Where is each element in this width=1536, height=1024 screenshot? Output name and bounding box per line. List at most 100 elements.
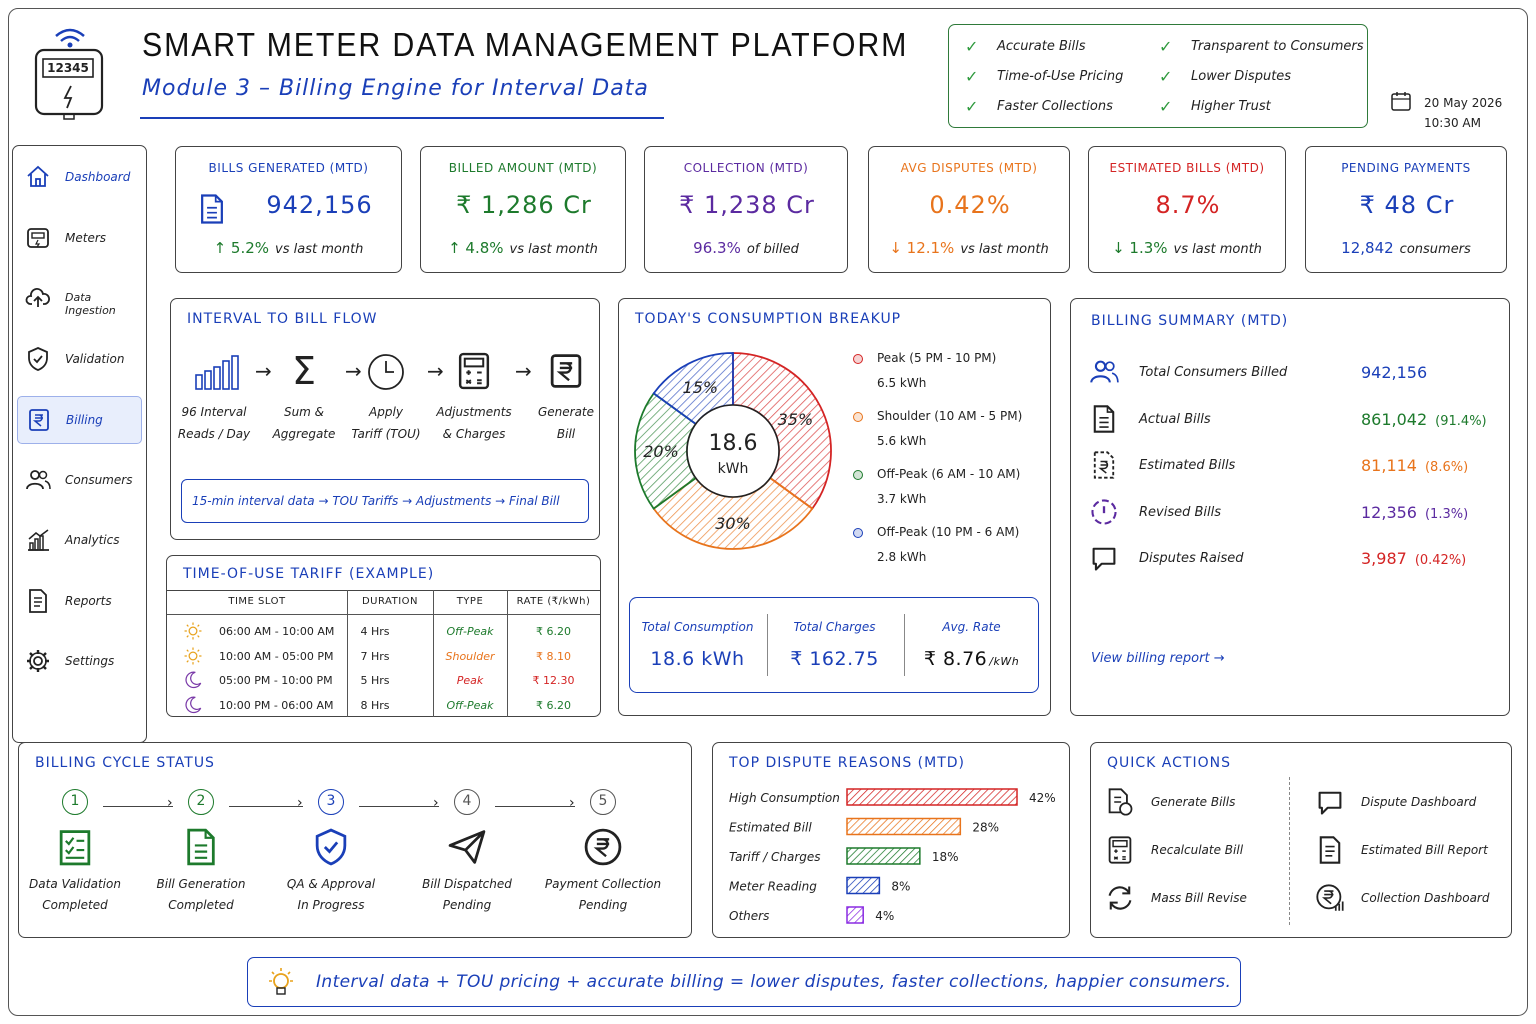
disputes-title: TOP DISPUTE REASONS (MTD) — [729, 755, 965, 771]
sidebar-item-settings[interactable]: Settings — [17, 638, 142, 686]
doc-icon — [181, 827, 221, 867]
flow-step-label: Reads / Day — [177, 427, 251, 441]
rupee-circle-icon — [583, 827, 623, 867]
summary-pct: (91.4%) — [1435, 413, 1487, 429]
quick-actions-title: QUICK ACTIONS — [1107, 755, 1231, 771]
legend-item: Off-Peak (6 AM - 10 AM) 3.7 kWh — [853, 467, 1043, 519]
sidebar-item-analytics[interactable]: Analytics — [17, 517, 142, 565]
legend-dot-icon — [853, 354, 863, 364]
kpi-card-4[interactable]: AVG DISPUTES (MTD) 0.42% ↓ 12.1% vs last mo… — [868, 146, 1070, 273]
kpi-card-5[interactable]: ESTIMATED BILLS (MTD) 8.7% ↓ 1.3% vs last m… — [1088, 146, 1286, 273]
sidebar-item-validation[interactable]: Validation — [17, 336, 142, 384]
benefits-box: ✓ Accurate Bills ✓ Transparent to Consumers… — [948, 24, 1368, 128]
chat-icon — [1089, 543, 1119, 573]
dispute-reasons-panel: TOP DISPUTE REASONS (MTD) High Consumpti… — [712, 742, 1070, 938]
doc-icon — [196, 193, 228, 225]
benefit-check-icon: ✓ — [965, 97, 979, 116]
cycle-step-label: QA & Approval — [286, 877, 376, 891]
generate-icon — [1105, 787, 1135, 817]
cycle-step-label: Bill Dispatched — [422, 877, 512, 891]
kpi-card-2[interactable]: BILLED AMOUNT (MTD) ₹ 1,286 Cr ↑ 4.8% vs la… — [420, 146, 626, 273]
generate-bills-button[interactable]: Generate Bills — [1105, 785, 1295, 823]
calculator-icon — [454, 351, 494, 393]
kpi-change: ↑ 5.2% — [213, 239, 270, 257]
flow-arrow-icon: → — [427, 359, 444, 383]
tou-slot: 05:00 PM - 10:00 PM — [219, 674, 333, 687]
users-icon — [25, 467, 51, 493]
kpi-note: 12,842 consumers — [1306, 239, 1506, 257]
flow-arrow-icon: → — [255, 359, 272, 383]
dispute-bar — [846, 906, 864, 924]
report-icon — [1315, 835, 1345, 865]
dispute-category-label: High Consumption — [729, 791, 840, 805]
tou-type: Peak — [456, 674, 484, 687]
flow-step-label: Tariff (TOU) — [351, 427, 421, 441]
tou-col-divider — [507, 590, 508, 717]
cycle-step-number: 5 — [590, 789, 616, 815]
flow-step-label: & Charges — [442, 427, 506, 441]
benefit-item: Faster Collections — [997, 99, 1113, 114]
summary-count: 3,987 — [1361, 549, 1407, 568]
cycle-step-label: Data Validation — [29, 877, 121, 891]
cycle-step-num-text: 5 — [598, 793, 608, 809]
kpi-note-text: vs last month — [275, 242, 364, 257]
donut-slice-label: 20% — [643, 442, 679, 461]
tou-slot: 06:00 AM - 10:00 AM — [219, 625, 335, 638]
total-label: Total Charges — [793, 620, 876, 634]
sidebar-item-consumers[interactable]: Consumers — [17, 457, 142, 505]
cycle-step-status: Pending — [578, 898, 628, 912]
flow-step-label: Sum & — [283, 405, 325, 419]
sidebar-item-meters[interactable]: Meters — [17, 215, 142, 263]
dispute-dashboard-button[interactable]: Dispute Dashboard — [1315, 785, 1505, 823]
donut-center-value: 18.6 — [708, 431, 758, 456]
dispute-bar — [846, 847, 921, 865]
kpi-card-3[interactable]: COLLECTION (MTD) ₹ 1,238 Cr 96.3% of billed — [644, 146, 848, 273]
kpi-value: 942,156 — [266, 191, 373, 219]
benefit-check-icon: ✓ — [1159, 67, 1173, 86]
sidebar-item-label: Consumers — [65, 472, 133, 487]
mass-bill-revise-button[interactable]: Mass Bill Revise — [1105, 881, 1295, 919]
summary-value: 3,987 (0.42%) — [1361, 549, 1466, 568]
cycle-step-num-text: 1 — [70, 793, 80, 809]
sidebar-item-billing[interactable]: Billing — [17, 396, 142, 444]
totals-divider — [904, 614, 905, 676]
send-icon — [447, 827, 487, 867]
interval-to-bill-flow-panel: INTERVAL TO BILL FLOW → 96 Interval Reads … — [170, 298, 600, 540]
sidebar-item-label: Data Ingestion — [65, 291, 116, 317]
tou-slot: 10:00 AM - 05:00 PM — [219, 649, 334, 663]
flow-arrow-icon: → — [345, 359, 362, 383]
cycle-arrow-icon — [103, 793, 173, 807]
kpi-title: BILLED AMOUNT (MTD) — [448, 161, 598, 175]
kpi-card-1[interactable]: BILLS GENERATED (MTD) 942,156 ↑ 5.2% vs las… — [175, 146, 402, 273]
sidebar-item-data-ingestion[interactable]: Data Ingestion — [17, 275, 142, 323]
kpi-card-6[interactable]: PENDING PAYMENTS ₹ 48 Cr 12,842 consumers — [1305, 146, 1507, 273]
view-billing-report-link[interactable]: View billing report → — [1091, 651, 1225, 666]
total-value: 18.6 kWh — [630, 648, 765, 670]
tou-rate: ₹ 6.20 — [536, 625, 571, 638]
recalculate-bill-button[interactable]: Recalculate Bill — [1105, 833, 1295, 871]
dispute-category-label: Estimated Bill — [729, 821, 812, 835]
kpi-note-text: of billed — [746, 242, 799, 257]
tou-tariff-panel: TIME-OF-USE TARIFF (EXAMPLE) TIME SLOT DU… — [166, 555, 601, 717]
quick-action-label: Generate Bills — [1151, 795, 1236, 809]
sidebar-item-dashboard[interactable]: Dashboard — [17, 154, 142, 202]
table-row: 10:00 PM - 06:00 AM 8 Hrs Off-Peak ₹ 6.20 — [167, 696, 600, 718]
collection-dashboard-button[interactable]: Collection Dashboard — [1315, 881, 1505, 919]
cycle-step-num-text: 4 — [462, 793, 472, 809]
header-time: 10:30 AM — [1424, 116, 1481, 130]
flow-summary-box: 15-min interval data → TOU Tariffs → Adj… — [181, 479, 589, 523]
tou-duration: 8 Hrs — [360, 698, 390, 712]
table-row: 10:00 AM - 05:00 PM 7 Hrs Shoulder ₹ 8.10 — [167, 647, 600, 669]
tou-header: TIME SLOT — [228, 596, 286, 607]
refresh-icon — [1105, 883, 1135, 913]
cycle-step-label: Bill Generation — [156, 877, 246, 891]
benefit-check-icon: ✓ — [965, 37, 979, 56]
estimated-bill-report-button[interactable]: Estimated Bill Report — [1315, 833, 1505, 871]
sigma-icon: Σ — [291, 349, 316, 393]
summary-label: Revised Bills — [1139, 504, 1222, 520]
summary-row: Estimated Bills 81,114 (8.6%) — [1087, 450, 1497, 486]
cycle-title: BILLING CYCLE STATUS — [35, 755, 215, 771]
sidebar-item-reports[interactable]: Reports — [17, 578, 142, 626]
kpi-change: ↓ 1.3% — [1112, 239, 1168, 257]
revise-icon — [1089, 497, 1119, 527]
